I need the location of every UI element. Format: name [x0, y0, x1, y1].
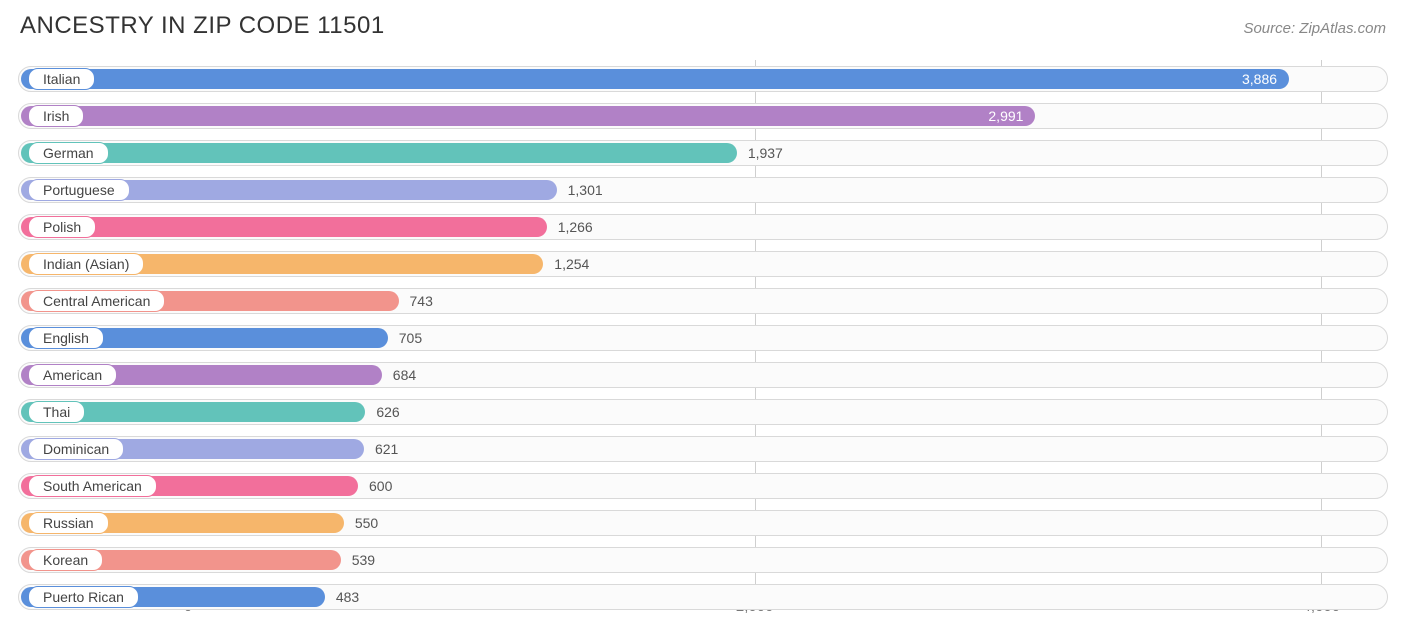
bar-row: Indian (Asian) 1,254	[18, 245, 1388, 282]
category-pill: Portuguese	[28, 179, 130, 201]
value-label: 550	[355, 515, 378, 531]
value-label: 705	[399, 330, 422, 346]
value-label: 621	[375, 441, 398, 457]
bar-row: Polish 1,266	[18, 208, 1388, 245]
bar	[21, 217, 547, 237]
category-pill: Korean	[28, 549, 103, 571]
category-pill: Puerto Rican	[28, 586, 139, 608]
value-label: 600	[369, 478, 392, 494]
bar: 2,991	[21, 106, 1035, 126]
bar-row: Thai 626	[18, 393, 1388, 430]
category-pill: Central American	[28, 290, 165, 312]
category-pill: South American	[28, 475, 157, 497]
category-pill: American	[28, 364, 117, 386]
bar-row: Russian 550	[18, 504, 1388, 541]
bar-row: Dominican 621	[18, 430, 1388, 467]
value-label: 1,266	[558, 219, 593, 235]
bar-row: 2,991 Irish	[18, 97, 1388, 134]
value-label: 483	[336, 589, 359, 605]
bar-row: 3,886 Italian	[18, 60, 1388, 97]
bar: 3,886	[21, 69, 1289, 89]
category-pill: Dominican	[28, 438, 124, 460]
bar-row: English 705	[18, 319, 1388, 356]
value-label: 1,301	[568, 182, 603, 198]
category-pill: Russian	[28, 512, 109, 534]
bar-row: Puerto Rican 483	[18, 578, 1388, 615]
chart-header: ANCESTRY IN ZIP CODE 11501 Source: ZipAt…	[14, 12, 1392, 40]
value-label: 539	[352, 552, 375, 568]
value-label: 3,886	[1242, 71, 1277, 87]
bar-row: Portuguese 1,301	[18, 171, 1388, 208]
bar-row: German 1,937	[18, 134, 1388, 171]
category-pill: German	[28, 142, 109, 164]
bar	[21, 143, 737, 163]
value-label: 1,254	[554, 256, 589, 272]
bar-row: Central American 743	[18, 282, 1388, 319]
chart-source: Source: ZipAtlas.com	[1243, 20, 1386, 37]
plot-area: 02,0004,0003,886Italian2,991IrishGerman1…	[18, 60, 1388, 615]
category-pill: Polish	[28, 216, 96, 238]
category-pill: Irish	[28, 105, 84, 127]
value-label: 743	[410, 293, 433, 309]
category-pill: English	[28, 327, 104, 349]
value-label: 684	[393, 367, 416, 383]
bar-row: South American 600	[18, 467, 1388, 504]
category-pill: Italian	[28, 68, 95, 90]
bar-row: American 684	[18, 356, 1388, 393]
category-pill: Thai	[28, 401, 85, 423]
value-label: 2,991	[988, 108, 1023, 124]
value-label: 1,937	[748, 145, 783, 161]
chart-title: ANCESTRY IN ZIP CODE 11501	[20, 12, 385, 40]
bar-row: Korean 539	[18, 541, 1388, 578]
value-label: 626	[376, 404, 399, 420]
ancestry-bar-chart: ANCESTRY IN ZIP CODE 11501 Source: ZipAt…	[0, 0, 1406, 644]
category-pill: Indian (Asian)	[28, 253, 144, 275]
